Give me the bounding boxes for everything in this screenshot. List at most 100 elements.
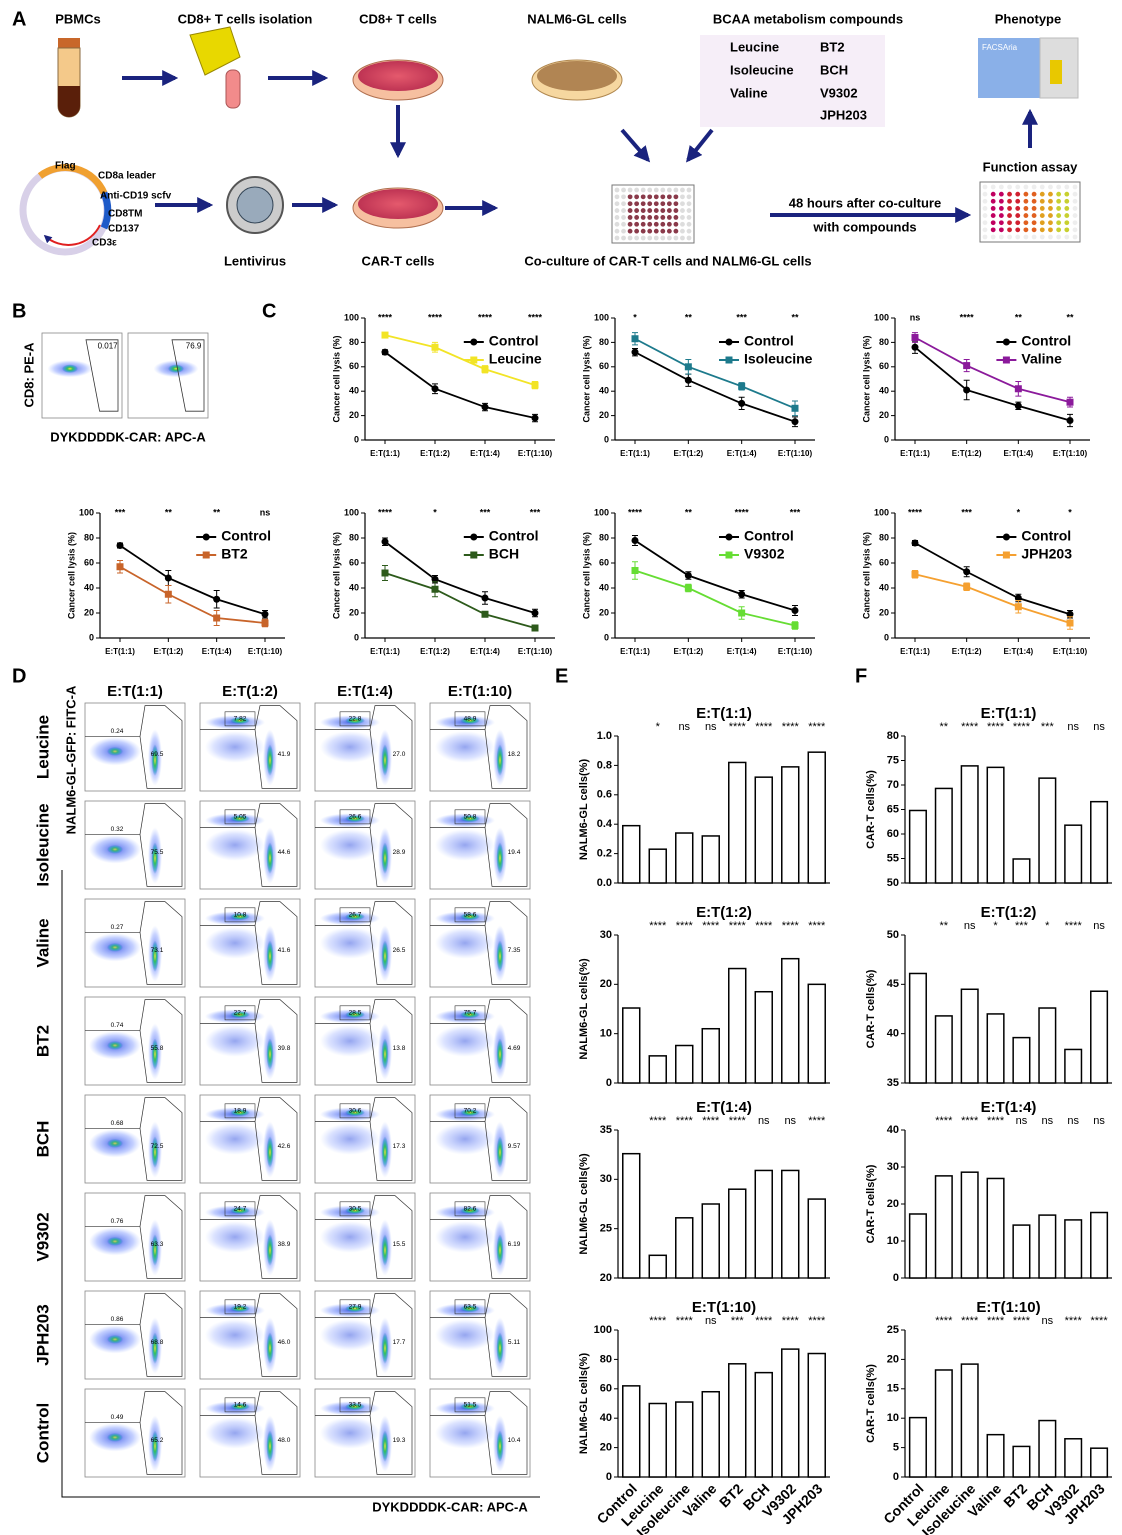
panel-label: A: [12, 8, 26, 30]
bar: [754, 1169, 773, 1279]
series-line: [384, 572, 536, 629]
bar: [908, 809, 927, 884]
significance: ****: [428, 312, 443, 322]
y-tick-label: 20: [600, 1442, 612, 1454]
series-line: [119, 565, 266, 624]
well: [982, 191, 988, 197]
marker: [531, 624, 539, 632]
y-tick-label: 40: [84, 582, 94, 592]
arrow: [620, 128, 651, 163]
y-tick-label: 80: [879, 337, 889, 347]
bar: [701, 835, 720, 884]
well: [627, 215, 633, 220]
gate: [224, 711, 256, 727]
cell-population: [435, 1221, 495, 1253]
well: [666, 221, 672, 227]
gate: [254, 1293, 298, 1377]
row-label: BT2: [33, 1025, 52, 1057]
legend-label: Control: [744, 528, 794, 544]
well: [647, 221, 653, 227]
significance: ns: [678, 721, 690, 733]
gate: [484, 999, 528, 1083]
well: [1015, 213, 1021, 218]
bar: [1064, 1438, 1083, 1478]
cell-population: [266, 1430, 274, 1463]
well: [686, 208, 692, 213]
significance: ****: [808, 1315, 826, 1327]
well: [1064, 184, 1070, 190]
well: [640, 194, 646, 200]
gate: [224, 809, 256, 825]
significance: ****: [676, 1315, 694, 1327]
cell-population: [205, 1319, 265, 1351]
legend-marker: [470, 551, 478, 559]
bar: [675, 1217, 694, 1279]
marker: [1066, 610, 1074, 618]
well: [673, 187, 679, 193]
well: [1056, 184, 1062, 190]
legend-label: Control: [1021, 528, 1071, 544]
significance: ns: [1093, 920, 1105, 932]
significance: **: [940, 920, 949, 932]
series-line: [384, 334, 536, 386]
well: [621, 215, 626, 220]
well: [1007, 213, 1012, 218]
y-tick-label: 60: [599, 557, 609, 567]
significance: ns: [1067, 1115, 1079, 1127]
marker: [963, 583, 971, 591]
gate: [454, 1299, 486, 1315]
isolation-column: [189, 26, 241, 76]
well: [1072, 191, 1078, 197]
well: [680, 235, 685, 241]
significance: ****: [1091, 1315, 1109, 1327]
gate-value: 17.7: [393, 1339, 406, 1346]
bar: [1012, 1224, 1031, 1279]
well: [1056, 213, 1062, 218]
cell-population: [230, 1305, 250, 1313]
well: [1007, 184, 1012, 190]
marker: [164, 590, 172, 598]
well: [1056, 206, 1062, 211]
label: Co-culture of CAR-T cells and NALM6-GL c…: [524, 253, 811, 268]
well: [614, 228, 620, 234]
gate-value: 26.7: [349, 912, 362, 919]
marker: [911, 334, 919, 342]
cells: [358, 61, 438, 91]
y-tick-label: 75: [887, 754, 899, 766]
significance: **: [1066, 312, 1074, 322]
well: [998, 191, 1004, 197]
cell-population: [151, 1038, 159, 1071]
well: [680, 194, 685, 200]
well: [660, 187, 666, 193]
bar: [1038, 777, 1057, 884]
well: [640, 221, 646, 227]
cell-population: [266, 1136, 274, 1169]
gate: [254, 1097, 298, 1181]
y-tick-label: 80: [887, 730, 899, 742]
well: [653, 235, 659, 241]
significance: ****: [1065, 920, 1083, 932]
significance: **: [940, 721, 949, 733]
cell-population: [107, 1335, 123, 1344]
chart-title: E:T(1:10): [692, 1299, 756, 1316]
well: [1007, 234, 1012, 240]
well: [1048, 227, 1053, 233]
bar: [1038, 1007, 1057, 1084]
well: [1023, 227, 1029, 233]
cell-population: [460, 815, 480, 823]
well: [1015, 220, 1021, 226]
gate-value: 39.8: [278, 1045, 291, 1052]
cell-population: [266, 1332, 274, 1365]
bar: [960, 765, 979, 884]
well: [982, 213, 988, 218]
well: [990, 213, 996, 218]
gate-value: 9.57: [508, 1143, 521, 1150]
marker: [684, 376, 692, 384]
gate-value: 76.9: [186, 342, 202, 351]
gate: [484, 1293, 528, 1377]
facs-detail: [1050, 60, 1062, 84]
well: [614, 221, 620, 227]
legend-label: Control: [744, 333, 794, 349]
marker: [1014, 603, 1022, 611]
cell-population: [320, 1025, 380, 1057]
